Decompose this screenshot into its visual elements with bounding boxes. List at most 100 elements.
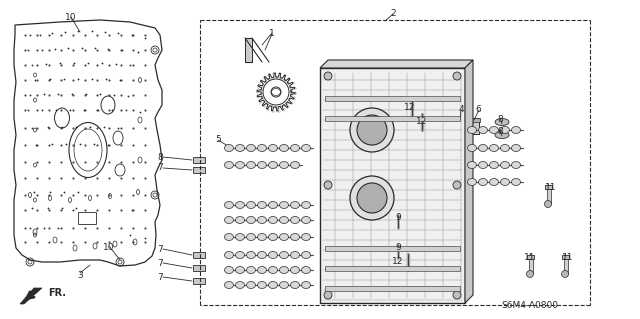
Ellipse shape [291,234,300,241]
Bar [245,38,252,62]
Ellipse shape [479,127,488,133]
Ellipse shape [467,127,477,133]
Ellipse shape [511,127,520,133]
Bar [320,68,465,303]
Ellipse shape [236,266,244,273]
Ellipse shape [246,161,255,168]
Bar [547,189,550,204]
Text: 2: 2 [390,10,396,19]
Bar [527,255,534,259]
Bar [325,266,460,271]
Polygon shape [20,288,42,304]
Ellipse shape [467,145,477,152]
Circle shape [350,108,394,152]
Text: 8: 8 [497,128,503,137]
Ellipse shape [269,161,278,168]
Text: 12: 12 [392,257,404,266]
Ellipse shape [236,281,244,288]
Ellipse shape [301,145,310,152]
Ellipse shape [479,161,488,168]
Bar [471,118,480,122]
Text: 1: 1 [269,28,275,38]
Text: 10: 10 [65,13,77,23]
Ellipse shape [246,281,255,288]
Text: 11: 11 [563,254,573,263]
Bar [78,212,96,224]
Ellipse shape [467,161,477,168]
Circle shape [453,72,461,80]
Ellipse shape [269,281,278,288]
Polygon shape [465,60,473,303]
Ellipse shape [291,251,300,258]
Ellipse shape [291,217,300,224]
Ellipse shape [490,127,499,133]
Ellipse shape [257,202,266,209]
Ellipse shape [301,217,310,224]
Bar [529,259,532,274]
Text: 6: 6 [475,106,481,115]
Ellipse shape [500,161,509,168]
Ellipse shape [291,281,300,288]
Bar [562,255,569,259]
Ellipse shape [280,234,289,241]
Bar [472,118,479,134]
Bar [193,157,205,163]
Ellipse shape [257,251,266,258]
Ellipse shape [500,179,509,186]
Text: 11: 11 [545,183,557,192]
Ellipse shape [301,281,310,288]
Text: 5: 5 [215,136,221,145]
Ellipse shape [257,145,266,152]
Ellipse shape [280,281,289,288]
Bar [545,185,552,189]
Text: 10: 10 [103,243,115,253]
Bar [325,96,460,101]
Ellipse shape [225,266,234,273]
Bar [193,265,205,271]
Text: FR.: FR. [48,288,66,298]
Ellipse shape [301,234,310,241]
Ellipse shape [225,251,234,258]
Ellipse shape [236,161,244,168]
Circle shape [561,271,568,278]
Text: 7: 7 [157,259,163,269]
Ellipse shape [301,202,310,209]
Ellipse shape [257,161,266,168]
Text: 11: 11 [524,254,536,263]
Ellipse shape [246,202,255,209]
Circle shape [453,181,461,189]
Ellipse shape [257,234,266,241]
Text: 3: 3 [77,271,83,279]
Ellipse shape [291,202,300,209]
Ellipse shape [511,161,520,168]
Ellipse shape [291,266,300,273]
Circle shape [527,271,534,278]
Text: 7: 7 [157,246,163,255]
Ellipse shape [225,217,234,224]
Ellipse shape [246,217,255,224]
Bar [325,246,460,251]
Ellipse shape [280,202,289,209]
Ellipse shape [225,145,234,152]
Circle shape [357,183,387,213]
Ellipse shape [246,145,255,152]
Bar [193,278,205,284]
Text: 9: 9 [395,243,401,253]
Text: 12: 12 [404,103,416,113]
Bar [457,118,466,122]
Ellipse shape [246,266,255,273]
Ellipse shape [280,161,289,168]
Ellipse shape [257,281,266,288]
Ellipse shape [225,161,234,168]
Ellipse shape [246,251,255,258]
Ellipse shape [246,234,255,241]
Ellipse shape [291,161,300,168]
Ellipse shape [269,266,278,273]
Bar [193,167,205,173]
Ellipse shape [291,145,300,152]
Circle shape [409,105,415,111]
Ellipse shape [495,118,509,125]
Ellipse shape [479,145,488,152]
Ellipse shape [225,202,234,209]
Ellipse shape [495,131,509,138]
